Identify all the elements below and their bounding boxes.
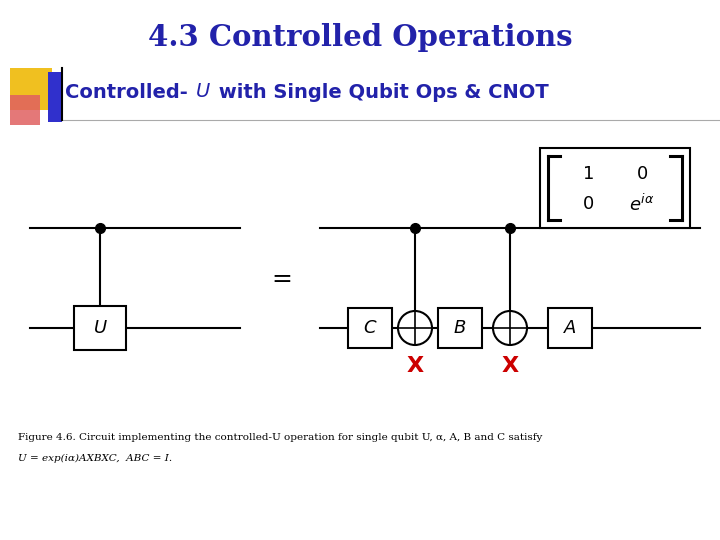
Text: $e^{i\alpha}$: $e^{i\alpha}$ xyxy=(629,193,654,214)
Bar xyxy=(540,148,690,228)
Text: $\mathit{A}$: $\mathit{A}$ xyxy=(563,319,577,337)
Text: Figure 4.6. Circuit implementing the controlled-U operation for single qubit U, : Figure 4.6. Circuit implementing the con… xyxy=(18,434,542,442)
Text: $0$: $0$ xyxy=(582,195,594,213)
Bar xyxy=(548,308,592,348)
Circle shape xyxy=(493,311,527,345)
Text: $1$: $1$ xyxy=(582,165,594,183)
Text: with Single Qubit Ops & CNOT: with Single Qubit Ops & CNOT xyxy=(212,83,549,102)
Text: $0$: $0$ xyxy=(636,165,648,183)
Circle shape xyxy=(398,311,432,345)
Bar xyxy=(10,95,40,125)
Text: $\mathit{U}$: $\mathit{U}$ xyxy=(93,319,107,337)
Text: $\mathit{B}$: $\mathit{B}$ xyxy=(454,319,467,337)
Text: 4.3 Controlled Operations: 4.3 Controlled Operations xyxy=(148,24,572,52)
Text: X: X xyxy=(406,356,423,376)
Text: $=$: $=$ xyxy=(267,267,292,289)
Text: $\mathit{C}$: $\mathit{C}$ xyxy=(363,319,377,337)
Bar xyxy=(10,68,52,110)
Text: Controlled-: Controlled- xyxy=(65,83,188,102)
Bar xyxy=(348,308,392,348)
Text: U = exp(iα)AXBXC,  ABC = I.: U = exp(iα)AXBXC, ABC = I. xyxy=(18,454,172,463)
Bar xyxy=(438,308,482,348)
Text: $\mathit{U}$: $\mathit{U}$ xyxy=(195,83,211,101)
Bar xyxy=(48,72,62,122)
Text: X: X xyxy=(501,356,518,376)
Bar xyxy=(74,306,126,350)
